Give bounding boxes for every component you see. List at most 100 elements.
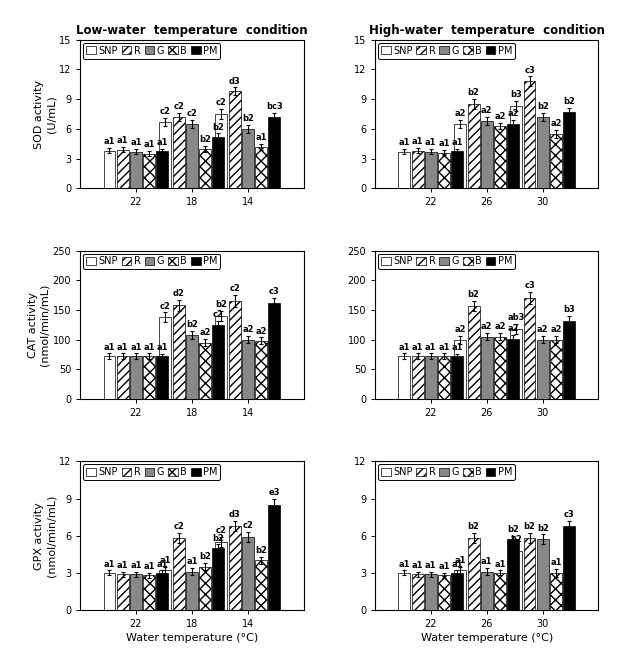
Bar (412, 574, 423, 610)
Bar (563, 321, 575, 399)
Bar (399, 152, 410, 188)
Text: b2: b2 (524, 522, 536, 532)
Bar (199, 567, 211, 610)
Text: e3: e3 (268, 489, 280, 497)
Bar (229, 91, 241, 188)
Bar (255, 560, 267, 610)
Text: c2: c2 (230, 284, 240, 294)
Text: a1: a1 (255, 133, 267, 142)
Text: c3: c3 (524, 281, 535, 290)
Bar (399, 356, 410, 399)
Bar (130, 574, 142, 610)
Bar (481, 572, 493, 610)
Bar (507, 540, 520, 610)
Bar (242, 129, 254, 188)
Y-axis label: GPX activity
(nmol/min/mL): GPX activity (nmol/min/mL) (35, 495, 56, 577)
Text: c2: c2 (242, 521, 254, 530)
Text: b2: b2 (186, 320, 198, 329)
Title: High-water  temperature  condition: High-water temperature condition (369, 25, 605, 37)
Bar (507, 124, 520, 188)
Text: b2: b2 (199, 552, 211, 561)
Bar (159, 122, 172, 188)
Bar (255, 341, 267, 399)
Text: c2: c2 (186, 109, 197, 118)
Text: a1: a1 (104, 343, 115, 351)
Bar (454, 124, 466, 188)
Bar (563, 526, 575, 610)
Text: a2: a2 (455, 109, 466, 118)
Text: c3: c3 (269, 287, 280, 296)
Text: c2: c2 (160, 107, 171, 116)
Text: a1: a1 (130, 139, 142, 147)
Bar (494, 573, 506, 610)
Bar (510, 550, 522, 610)
Text: b3: b3 (563, 305, 575, 314)
Text: a1: a1 (438, 139, 450, 149)
Text: c2: c2 (213, 310, 224, 319)
Bar (494, 126, 506, 188)
Y-axis label: SOD activity
(U/mL): SOD activity (U/mL) (35, 80, 56, 149)
Text: b2: b2 (255, 546, 267, 555)
Bar (186, 124, 198, 188)
Bar (143, 154, 155, 188)
Text: bc3: bc3 (266, 102, 283, 111)
Text: d3: d3 (229, 510, 241, 519)
Text: a1: a1 (455, 556, 466, 565)
Legend: SNP, R, G, B, PM: SNP, R, G, B, PM (83, 42, 220, 58)
Legend: SNP, R, G, B, PM: SNP, R, G, B, PM (378, 42, 515, 58)
Bar (451, 573, 463, 610)
Bar (481, 121, 493, 188)
Legend: SNP, R, G, B, PM: SNP, R, G, B, PM (83, 464, 220, 480)
Bar (173, 538, 184, 610)
Text: a2: a2 (550, 326, 561, 334)
Bar (451, 356, 463, 399)
Bar (524, 82, 536, 188)
Title: Low-water  temperature  condition: Low-water temperature condition (76, 25, 308, 37)
Bar (550, 339, 562, 399)
Text: b2: b2 (537, 524, 549, 532)
Bar (215, 542, 228, 610)
Text: b2: b2 (468, 290, 479, 299)
Bar (412, 151, 423, 188)
Text: b2: b2 (468, 88, 479, 97)
Text: d3: d3 (229, 76, 241, 86)
Bar (438, 152, 450, 188)
Y-axis label: CAT activity
(nmol/min/mL): CAT activity (nmol/min/mL) (28, 284, 50, 366)
Bar (212, 137, 225, 188)
Bar (451, 151, 463, 188)
Bar (186, 335, 198, 399)
Text: a1: a1 (143, 141, 155, 149)
Bar (550, 573, 562, 610)
Text: c2: c2 (160, 302, 171, 311)
Bar (425, 356, 437, 399)
Text: a1: a1 (157, 138, 168, 147)
Bar (524, 298, 536, 399)
Bar (186, 572, 198, 610)
Text: a1: a1 (452, 343, 463, 352)
Text: a2: a2 (455, 325, 466, 333)
Text: a1: a1 (117, 343, 128, 351)
Text: a1: a1 (130, 343, 142, 351)
Text: b2: b2 (563, 97, 575, 106)
Bar (212, 548, 225, 610)
Bar (215, 114, 228, 188)
Text: a1: a1 (104, 560, 115, 569)
Text: a1: a1 (412, 561, 423, 570)
Bar (468, 104, 479, 188)
Bar (130, 152, 142, 188)
Bar (199, 149, 211, 188)
Text: a1: a1 (160, 556, 171, 565)
Text: a2: a2 (550, 119, 561, 128)
Text: a1: a1 (425, 343, 437, 351)
Text: a1: a1 (438, 562, 450, 571)
Text: a2: a2 (537, 326, 549, 334)
Bar (157, 151, 168, 188)
Text: a1: a1 (452, 138, 463, 147)
Bar (550, 134, 562, 188)
Bar (494, 337, 506, 399)
Bar (510, 329, 522, 399)
Text: a1: a1 (412, 343, 423, 351)
Text: a2: a2 (255, 327, 267, 335)
Text: a1: a1 (438, 343, 450, 351)
Bar (242, 339, 254, 399)
